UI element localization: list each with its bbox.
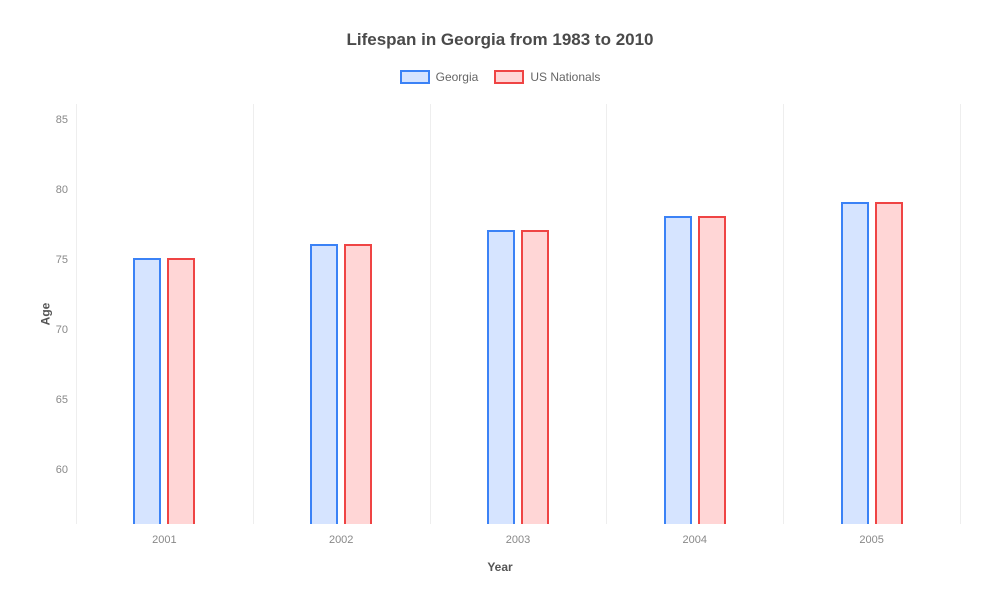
- plot-area: 60657075808520012002200320042005: [76, 104, 960, 524]
- legend-item-us-nationals: US Nationals: [494, 70, 600, 84]
- grid-line: [606, 104, 607, 524]
- bar: [698, 216, 726, 524]
- chart-container: Lifespan in Georgia from 1983 to 2010 Ge…: [0, 0, 1000, 600]
- bar-group: [133, 258, 195, 524]
- legend-label-us-nationals: US Nationals: [530, 70, 600, 84]
- bar-group: [841, 202, 903, 524]
- plot-wrap: Age 60657075808520012002200320042005: [76, 104, 960, 524]
- y-tick: 60: [56, 464, 68, 476]
- bar: [133, 258, 161, 524]
- bar: [521, 230, 549, 524]
- x-tick: 2003: [506, 534, 530, 546]
- grid-line: [960, 104, 961, 524]
- bar-group: [310, 244, 372, 524]
- x-tick: 2004: [683, 534, 707, 546]
- y-tick: 65: [56, 394, 68, 406]
- grid-line: [783, 104, 784, 524]
- y-tick: 75: [56, 254, 68, 266]
- grid-line: [76, 104, 77, 524]
- bar: [664, 216, 692, 524]
- x-tick: 2001: [152, 534, 176, 546]
- legend-item-georgia: Georgia: [400, 70, 479, 84]
- bar: [167, 258, 195, 524]
- x-tick: 2005: [859, 534, 883, 546]
- bar: [487, 230, 515, 524]
- bar-group: [664, 216, 726, 524]
- x-axis-title: Year: [30, 560, 970, 574]
- legend-swatch-georgia: [400, 70, 430, 84]
- y-tick: 80: [56, 184, 68, 196]
- y-tick: 85: [56, 114, 68, 126]
- bar: [344, 244, 372, 524]
- bar: [841, 202, 869, 524]
- bar: [310, 244, 338, 524]
- legend-label-georgia: Georgia: [436, 70, 479, 84]
- bar-group: [487, 230, 549, 524]
- legend-swatch-us-nationals: [494, 70, 524, 84]
- x-tick: 2002: [329, 534, 353, 546]
- bar: [875, 202, 903, 524]
- grid-line: [430, 104, 431, 524]
- chart-title: Lifespan in Georgia from 1983 to 2010: [30, 30, 970, 50]
- grid-line: [253, 104, 254, 524]
- y-tick: 70: [56, 324, 68, 336]
- legend: Georgia US Nationals: [30, 70, 970, 84]
- y-axis-title: Age: [38, 303, 52, 326]
